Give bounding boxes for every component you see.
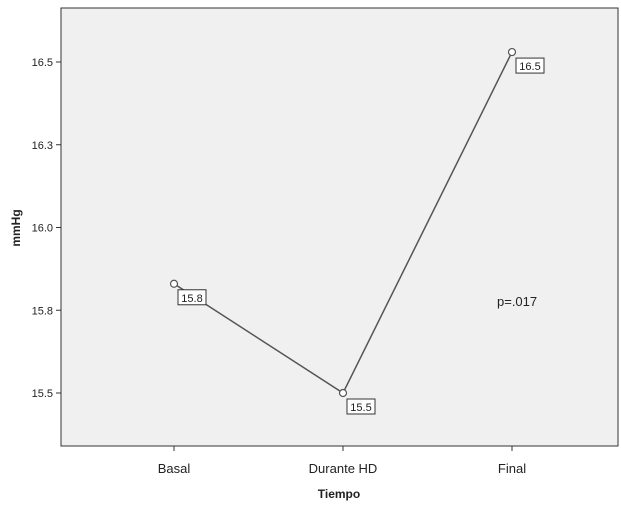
y-axis-ticks: 15.5 15.8 16.0 16.3 16.5 bbox=[32, 57, 61, 400]
y-tick-label: 15.5 bbox=[32, 388, 53, 400]
x-axis-ticks: Basal Durante HD Final bbox=[158, 446, 526, 476]
data-label-box bbox=[346, 398, 376, 415]
y-tick-label: 16.3 bbox=[32, 140, 53, 152]
x-tick-label: Final bbox=[498, 461, 526, 476]
data-point bbox=[169, 279, 179, 288]
data-label: 15.8 bbox=[181, 293, 202, 305]
data-label-box bbox=[515, 57, 545, 74]
y-tick-label: 16.5 bbox=[32, 57, 53, 69]
y-axis-title: mmHg bbox=[9, 209, 23, 246]
plot-area bbox=[60, 7, 619, 447]
series-markers bbox=[169, 47, 517, 398]
x-tick-label: Durante HD bbox=[309, 461, 378, 476]
data-label: 15.5 bbox=[350, 402, 371, 414]
data-label: 16.5 bbox=[519, 61, 540, 73]
y-tick-label: 15.8 bbox=[32, 305, 53, 317]
data-labels: 15.8 15.5 16.5 bbox=[177, 57, 545, 415]
x-axis-title: Tiempo bbox=[318, 487, 360, 501]
x-tick-label: Basal bbox=[158, 461, 191, 476]
y-tick-label: 16.0 bbox=[32, 223, 53, 235]
data-label-box bbox=[177, 289, 207, 306]
data-point bbox=[338, 388, 348, 398]
data-point bbox=[507, 47, 517, 57]
p-value-annotation: p=.017 bbox=[497, 294, 537, 309]
